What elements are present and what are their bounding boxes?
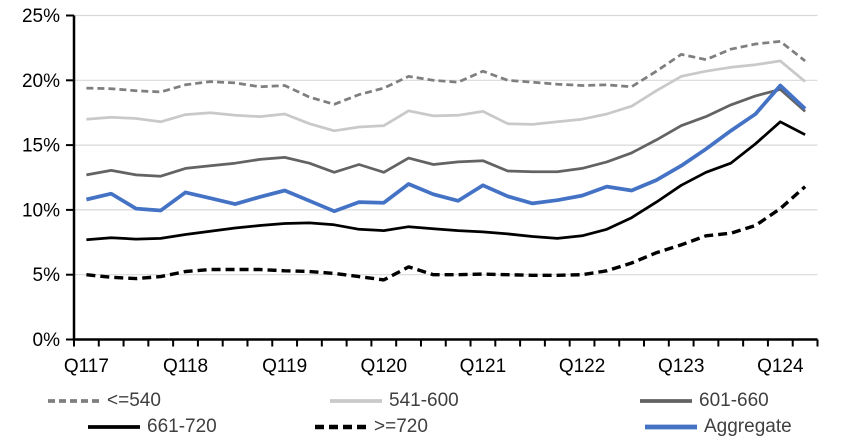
y-axis-label: 20% [22, 71, 60, 92]
y-axis-label: 10% [22, 200, 60, 221]
x-axis-label: Q119 [262, 356, 307, 377]
x-axis-label: Q122 [559, 356, 605, 377]
x-axis-label: Q120 [361, 356, 407, 377]
series-line-541-600 [86, 59, 806, 133]
series-line-661-720 [86, 120, 806, 242]
x-axis-label: Q123 [658, 356, 704, 377]
y-axis-label: 5% [33, 265, 61, 286]
x-axis-label: Q117 [64, 356, 109, 377]
series-line-601-660 [86, 88, 807, 178]
y-axis-label: 0% [33, 330, 61, 351]
series-line-aggregate [85, 83, 807, 214]
series-line--720 [86, 185, 807, 282]
y-axis-label: 15% [22, 136, 60, 157]
x-axis-label: Q121 [460, 356, 506, 377]
y-axis-label: 25% [22, 6, 60, 27]
x-axis-label: Q124 [757, 356, 804, 377]
x-axis-label: Q118 [163, 356, 208, 377]
series-line--540 [86, 40, 806, 106]
